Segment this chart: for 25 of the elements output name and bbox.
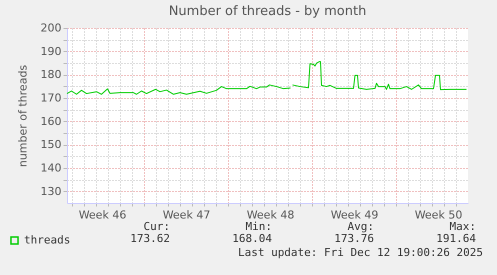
y-tick-label: 200 — [40, 22, 62, 34]
y-axis-title: number of threads — [16, 64, 30, 168]
legend-label: threads — [24, 234, 70, 246]
text: Max: — [448, 220, 476, 233]
x-tick-label: Week 48 — [246, 208, 294, 222]
y-tick-label: 130 — [40, 184, 62, 198]
y-tick-label: 190 — [40, 44, 62, 58]
text: Cur: — [142, 220, 170, 233]
text: 168.04 — [231, 232, 272, 245]
x-tick-label: Week 47 — [162, 208, 210, 222]
text: Last update: Fri Dec 12 19:00:26 2025 — [238, 246, 483, 259]
x-tick-label: Week 50 — [414, 208, 462, 222]
y-tick-label: 180 — [40, 68, 62, 82]
text: Min: — [244, 220, 272, 233]
chart-title: Number of threads - by month — [168, 4, 366, 19]
text: 191.64 — [435, 232, 476, 245]
text: 173.76 — [333, 232, 374, 245]
x-tick-label: Week 49 — [330, 208, 378, 222]
text: Avg: — [346, 220, 374, 233]
text: 173.62 — [130, 232, 170, 245]
y-tick-label: 150 — [40, 138, 62, 152]
y-tick-label: 170 — [40, 92, 62, 104]
x-tick-label: Week 46 — [78, 208, 126, 222]
y-tick-label: 160 — [40, 114, 62, 128]
y-tick-label: 140 — [40, 162, 62, 174]
